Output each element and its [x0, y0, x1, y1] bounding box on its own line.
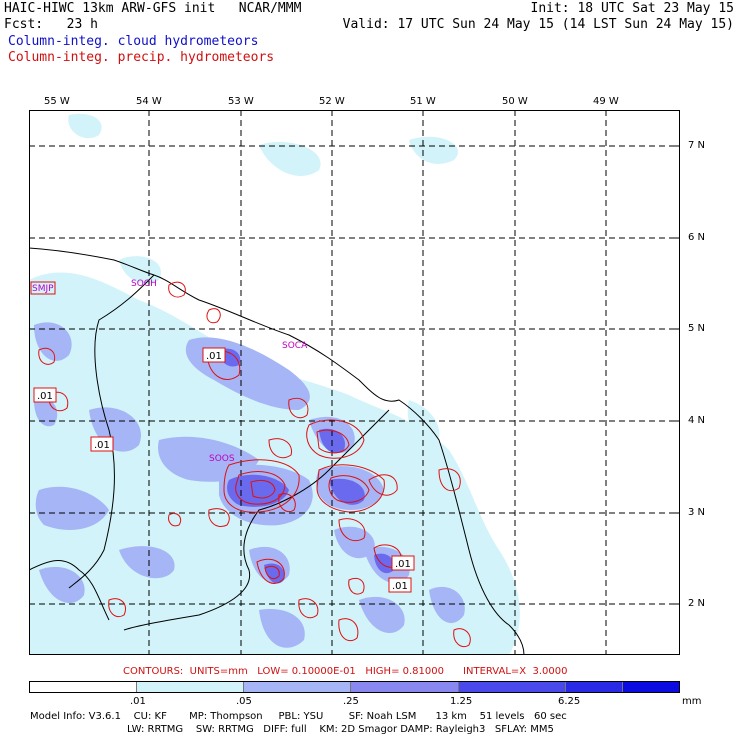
colorbar-segment	[566, 682, 624, 692]
contour-label: .01	[392, 581, 408, 592]
lon-label-50w: 50 W	[502, 96, 528, 107]
colorbar-label: 1.25	[450, 696, 473, 707]
lat-label-3n: 3 N	[688, 507, 706, 518]
lon-label-52w: 52 W	[319, 96, 345, 107]
station-soch: SOCH	[131, 279, 157, 289]
lat-label-6n: 6 N	[688, 232, 706, 243]
station-soca: SOCA	[282, 341, 308, 351]
colorbar-label: .25	[343, 696, 359, 707]
model-info-line2: LW: RRTMG SW: RRTMG DIFF: full KM: 2D Sm…	[127, 724, 554, 735]
colorbar-label: .05	[236, 696, 252, 707]
lon-label-53w: 53 W	[228, 96, 254, 107]
legend-precip-hydrometeors: Column-integ. precip. hydrometeors	[8, 50, 275, 65]
figure-title: HAIC-HIWC 13km ARW-GFS init NCAR/MMM	[4, 1, 302, 16]
contour-info: CONTOURS: UNITS=mm LOW= 0.10000E-01 HIGH…	[123, 666, 568, 677]
init-time: Init: 18 UTC Sat 23 May 15	[530, 1, 735, 16]
map-panel: SMJP SOCH SOCA SOOS .01 .01 .01 .01 .01	[29, 110, 680, 655]
contour-label: .01	[395, 559, 411, 570]
lat-ticks	[674, 145, 680, 605]
lon-label-51w: 51 W	[410, 96, 436, 107]
lat-label-5n: 5 N	[688, 323, 706, 334]
contour-label: .01	[94, 440, 110, 451]
colorbar-segment	[458, 682, 567, 692]
precip-contours	[38, 281, 471, 648]
map-frame	[29, 110, 680, 655]
colorbar-segment	[136, 682, 245, 692]
valid-time: Valid: 17 UTC Sun 24 May 15 (14 LST Sun …	[342, 17, 734, 32]
lon-label-55w: 55 W	[44, 96, 70, 107]
station-labels: SMJP SOCH SOCA SOOS	[30, 279, 308, 464]
lon-label-54w: 54 W	[136, 96, 162, 107]
colorbar-segment	[30, 682, 137, 692]
colorbar-label: 6.25	[558, 696, 581, 707]
lat-label-2n: 2 N	[688, 598, 706, 609]
colorbar-unit: mm	[682, 696, 702, 707]
legend-cloud-hydrometeors: Column-integ. cloud hydrometeors	[8, 34, 259, 49]
contour-value-labels: .01 .01 .01 .01 .01	[33, 347, 415, 593]
forecast-hour: Fcst: 23 h	[4, 17, 98, 32]
station-smjp: SMJP	[32, 284, 54, 294]
colorbar-label: .01	[130, 696, 146, 707]
colorbar-segment	[244, 682, 352, 692]
lon-label-49w: 49 W	[593, 96, 619, 107]
lat-label-7n: 7 N	[688, 140, 706, 151]
station-soos: SOOS	[209, 454, 235, 464]
contour-label: .01	[206, 351, 222, 362]
coastline-and-borders	[29, 247, 525, 655]
lat-label-4n: 4 N	[688, 415, 706, 426]
colorbar-segment	[623, 682, 680, 692]
contour-label: .01	[37, 391, 53, 402]
cloud-field-dark	[219, 348, 395, 584]
model-info-line1: Model Info: V3.6.1 CU: KF MP: Thompson P…	[30, 711, 567, 722]
lat-lon-grid	[29, 110, 680, 655]
colorbar-segment	[351, 682, 459, 692]
colorbar	[29, 681, 680, 693]
